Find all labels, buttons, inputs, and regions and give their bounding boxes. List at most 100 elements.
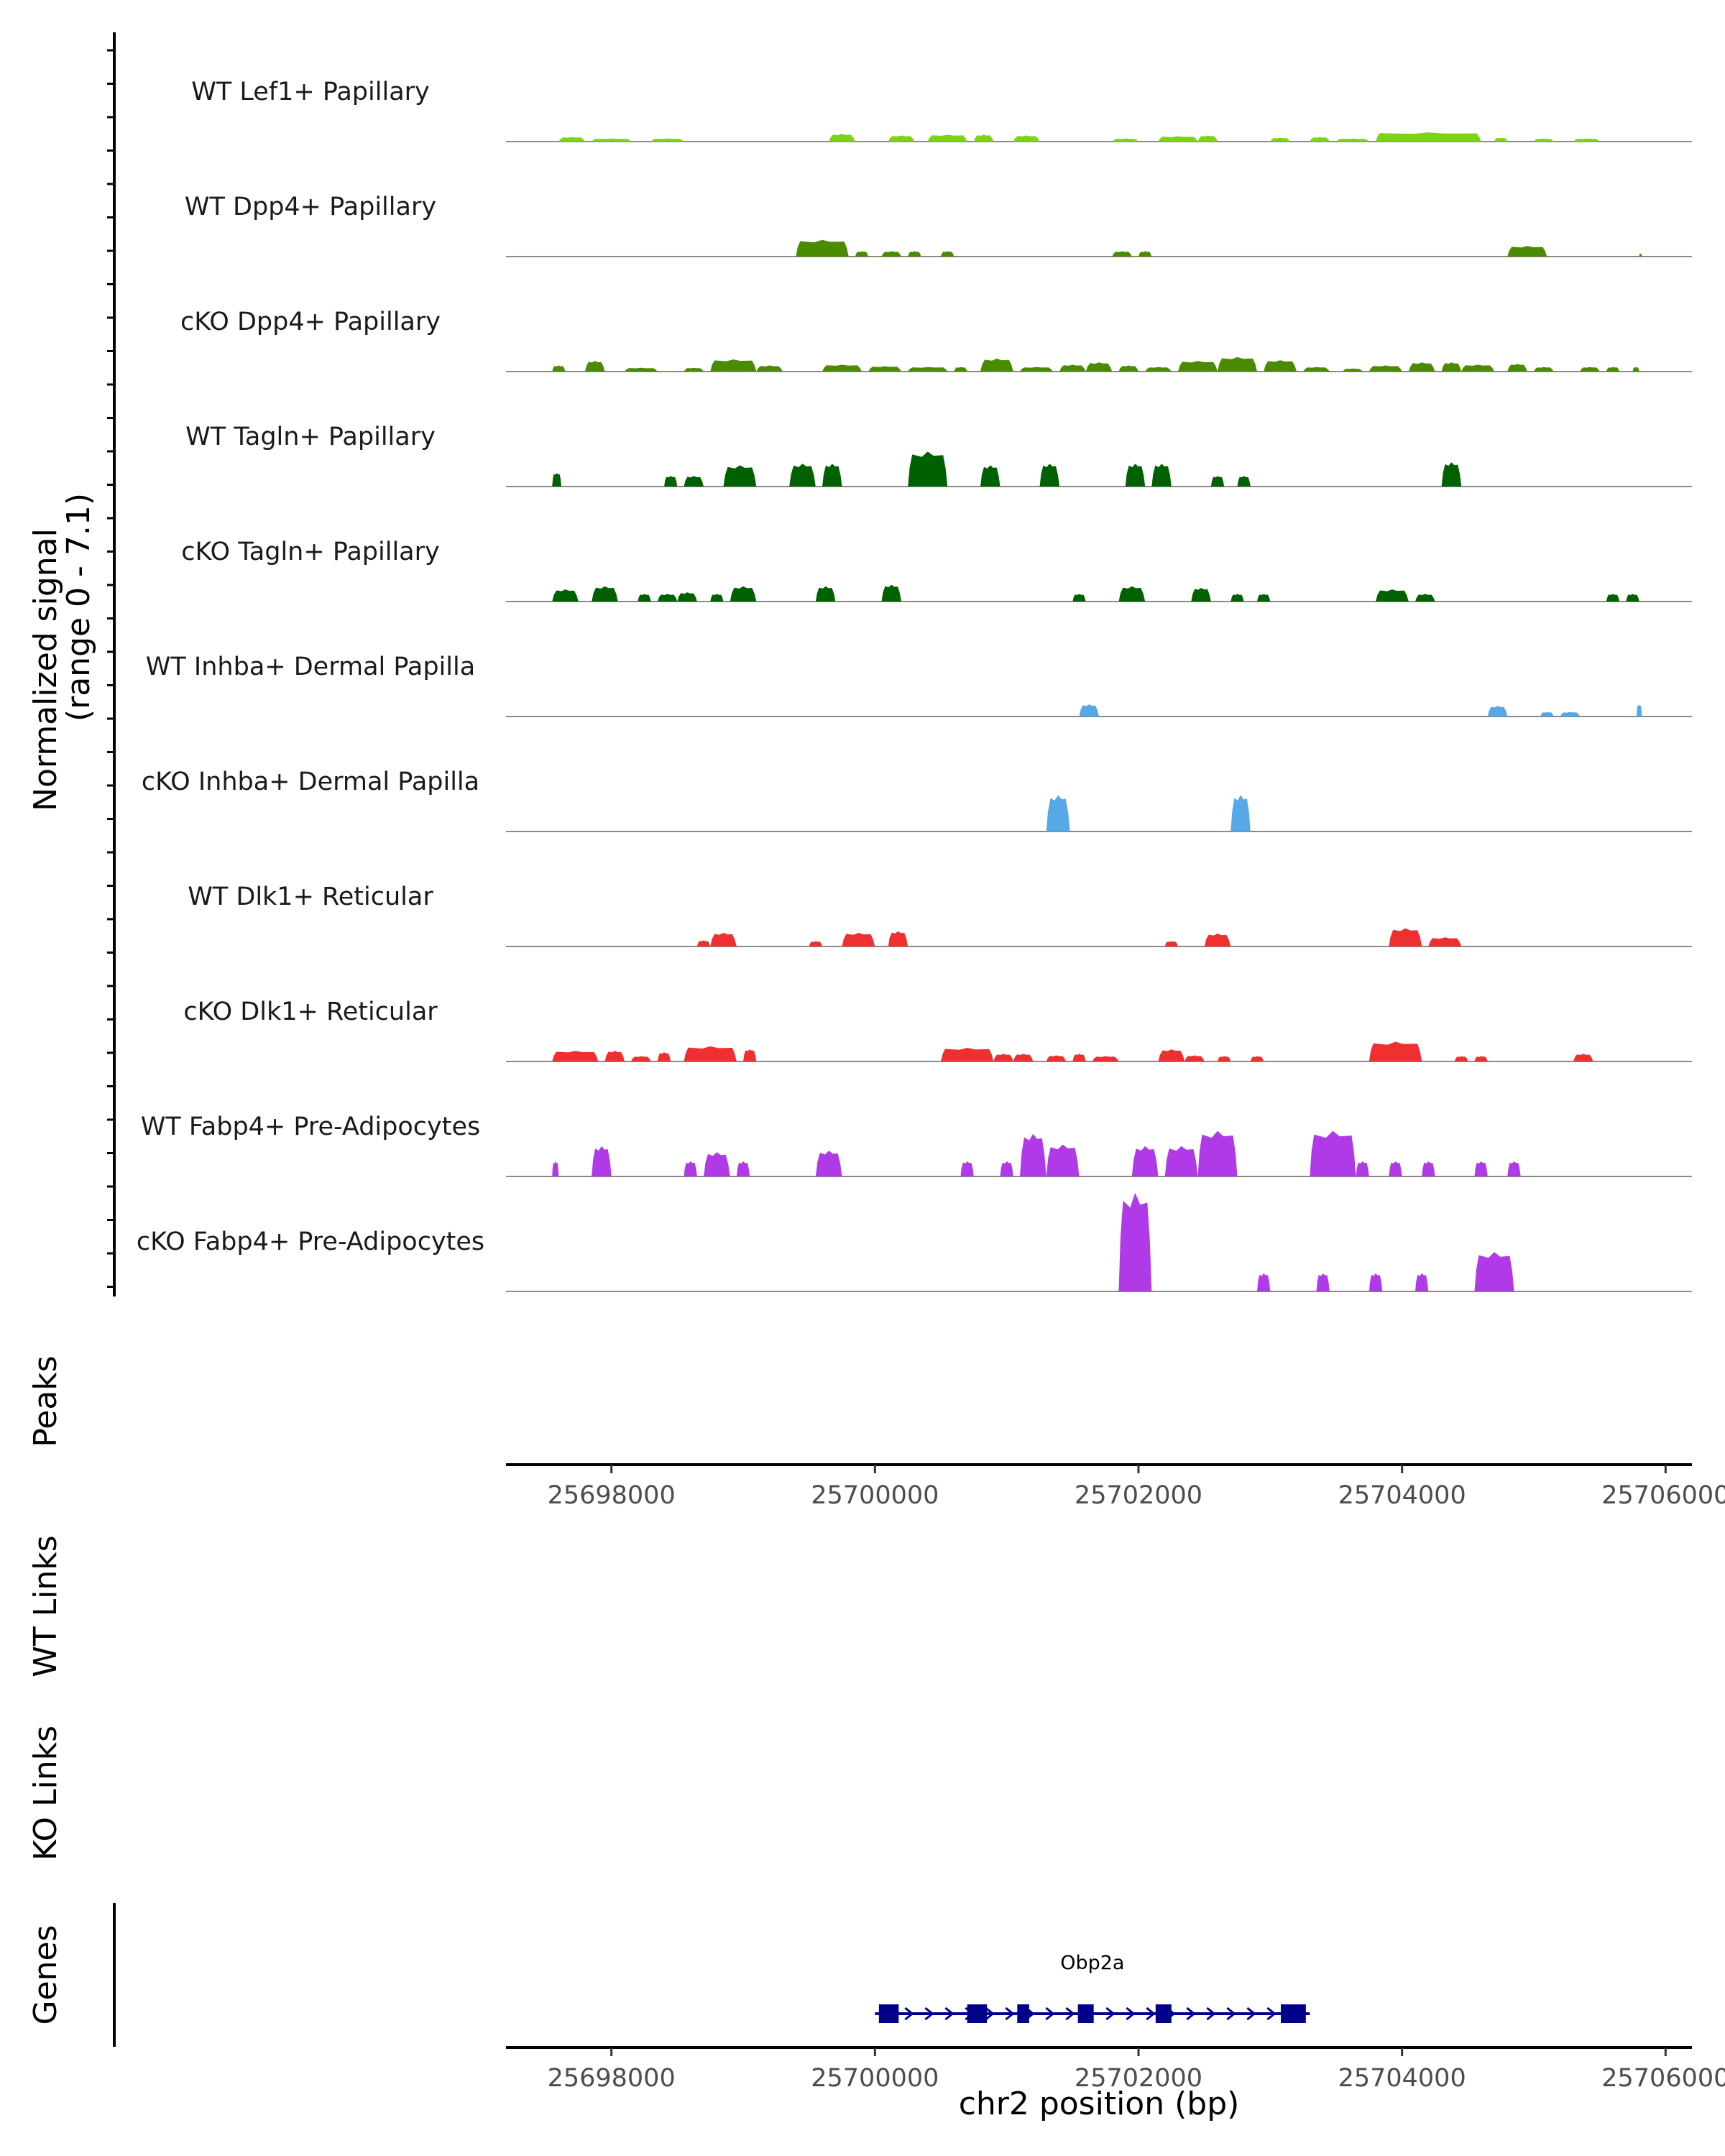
coverage-peak (657, 594, 678, 602)
coverage-peak (993, 1054, 1013, 1061)
coverage-peak (1138, 251, 1152, 257)
coverage-peak (1580, 367, 1600, 372)
coverage-peak (1455, 1056, 1468, 1061)
x-tick-label: 25704000 (1338, 1481, 1466, 1510)
coverage-peak (796, 239, 849, 257)
track-label: WT Fabp4+ Pre-Adipocytes (141, 1112, 480, 1141)
coverage-peak (1264, 360, 1297, 372)
y-axis-range-label: (range 0 - 7.1) (60, 493, 97, 722)
coverage-peak (1376, 589, 1409, 602)
coverage-peak (631, 1056, 651, 1061)
coverage-peak (1085, 362, 1113, 372)
track-label: WT Tagln+ Papillary (185, 423, 436, 451)
coverage-peak (1112, 251, 1132, 257)
coverage-peak (1112, 138, 1138, 142)
coverage-peak (604, 1051, 625, 1061)
coverage-peak (1573, 138, 1600, 142)
coverage-peak (1415, 594, 1435, 602)
track-label: WT Dpp4+ Papillary (185, 193, 436, 221)
coverage-peak (710, 933, 737, 946)
coverage-peak (881, 584, 901, 602)
coverage-peak (1257, 594, 1271, 602)
coverage-peak (1210, 476, 1225, 487)
track-0: WT Lef1+ Papillary (191, 78, 1692, 142)
x-tick-label: 25702000 (1075, 2064, 1202, 2093)
coverage-peak (1507, 246, 1547, 257)
coverage-peak (1145, 367, 1172, 372)
strand-arrow (1126, 2007, 1136, 2021)
track-9: WT Fabp4+ Pre-Adipocytes (141, 1112, 1692, 1177)
coverage-peak (1092, 1056, 1119, 1061)
x-tick-label: 25700000 (811, 1481, 939, 1510)
coverage-peak (1046, 1055, 1067, 1061)
y-axis-label: Normalized signal (27, 528, 64, 811)
coverage-peak (743, 1049, 757, 1061)
coverage-peak (592, 1146, 612, 1176)
coverage-peak (1461, 364, 1494, 372)
coverage-peak (552, 473, 561, 487)
gene-exon (1077, 2004, 1094, 2023)
coverage-peak (1376, 132, 1481, 142)
coverage-peak (1218, 1056, 1231, 1061)
track-label: WT Lef1+ Papillary (191, 78, 430, 106)
coverage-peak (1257, 1273, 1271, 1291)
track-label: cKO Fabp4+ Pre-Adipocytes (137, 1227, 484, 1256)
coverage-peak (664, 476, 678, 487)
coverage-peak (684, 1161, 697, 1176)
signal-tracks: WT Lef1+ Papillary WT Dpp4+ Papillary cKO … (137, 78, 1692, 1292)
x-tick-label: 25698000 (548, 2064, 676, 2093)
strand-arrow (1065, 2007, 1075, 2021)
coverage-peak (1336, 138, 1369, 142)
track-3: WT Tagln+ Papillary (185, 423, 1692, 487)
coverage-peak (1316, 1273, 1330, 1291)
strand-arrow (985, 2007, 995, 2021)
coverage-peak (1164, 1146, 1198, 1176)
coverage-peak (1368, 365, 1402, 372)
coverage-peak (1079, 704, 1099, 717)
coverage-peak (1368, 1041, 1422, 1061)
coverage-peak (1389, 928, 1422, 946)
coverage-peak (881, 251, 901, 257)
coverage-peak (1494, 137, 1508, 142)
strand-arrow (924, 2007, 934, 2021)
coverage-peak (1560, 711, 1581, 717)
coverage-peak (756, 365, 783, 372)
coverage-peak (1039, 464, 1059, 487)
coverage-peak (1422, 1161, 1435, 1176)
coverage-peak (980, 465, 1000, 487)
coverage-peak (954, 367, 967, 372)
coverage-peak (1197, 135, 1218, 142)
coverage-peak (552, 1051, 599, 1061)
coverage-peak (941, 251, 954, 257)
signal-axis-ticks (107, 49, 114, 1288)
x-tick-label: 25704000 (1338, 2064, 1466, 2093)
coverage-peak (736, 1161, 750, 1176)
coverage-peak (1474, 1161, 1488, 1176)
genes-x-axis: 25698000 25700000 25702000 25704000 25706000 (506, 2046, 1725, 2093)
gene-name-label: Obp2a (1060, 1952, 1124, 1974)
coverage-peak (1474, 1252, 1514, 1291)
strand-arrow (1246, 2007, 1256, 2021)
coverage-peak (789, 464, 816, 487)
coverage-peak (1487, 706, 1508, 717)
coverage-peak (1178, 361, 1218, 372)
coverage-peak (888, 931, 908, 946)
coverage-peak (1118, 1192, 1152, 1291)
coverage-peak (1072, 594, 1086, 602)
coverage-peak (684, 367, 704, 372)
x-tick-label: 25706000 (1601, 2064, 1725, 2093)
coverage-peak (815, 1151, 842, 1176)
coverage-peak (1428, 937, 1462, 946)
coverage-peak (1606, 367, 1620, 372)
coverage-peak (1415, 1273, 1429, 1291)
track-10: cKO Fabp4+ Pre-Adipocytes (137, 1192, 1692, 1292)
coverage-peak (1046, 795, 1070, 831)
track-label: WT Inhba+ Dermal Papilla (146, 653, 475, 681)
track-1: WT Dpp4+ Papillary (185, 193, 1692, 257)
coverage-peak (888, 135, 915, 142)
coverage-peak (1197, 1130, 1238, 1176)
strand-arrow (1005, 2007, 1015, 2021)
coverage-peak (696, 940, 711, 946)
coverage-peak (704, 1152, 730, 1176)
